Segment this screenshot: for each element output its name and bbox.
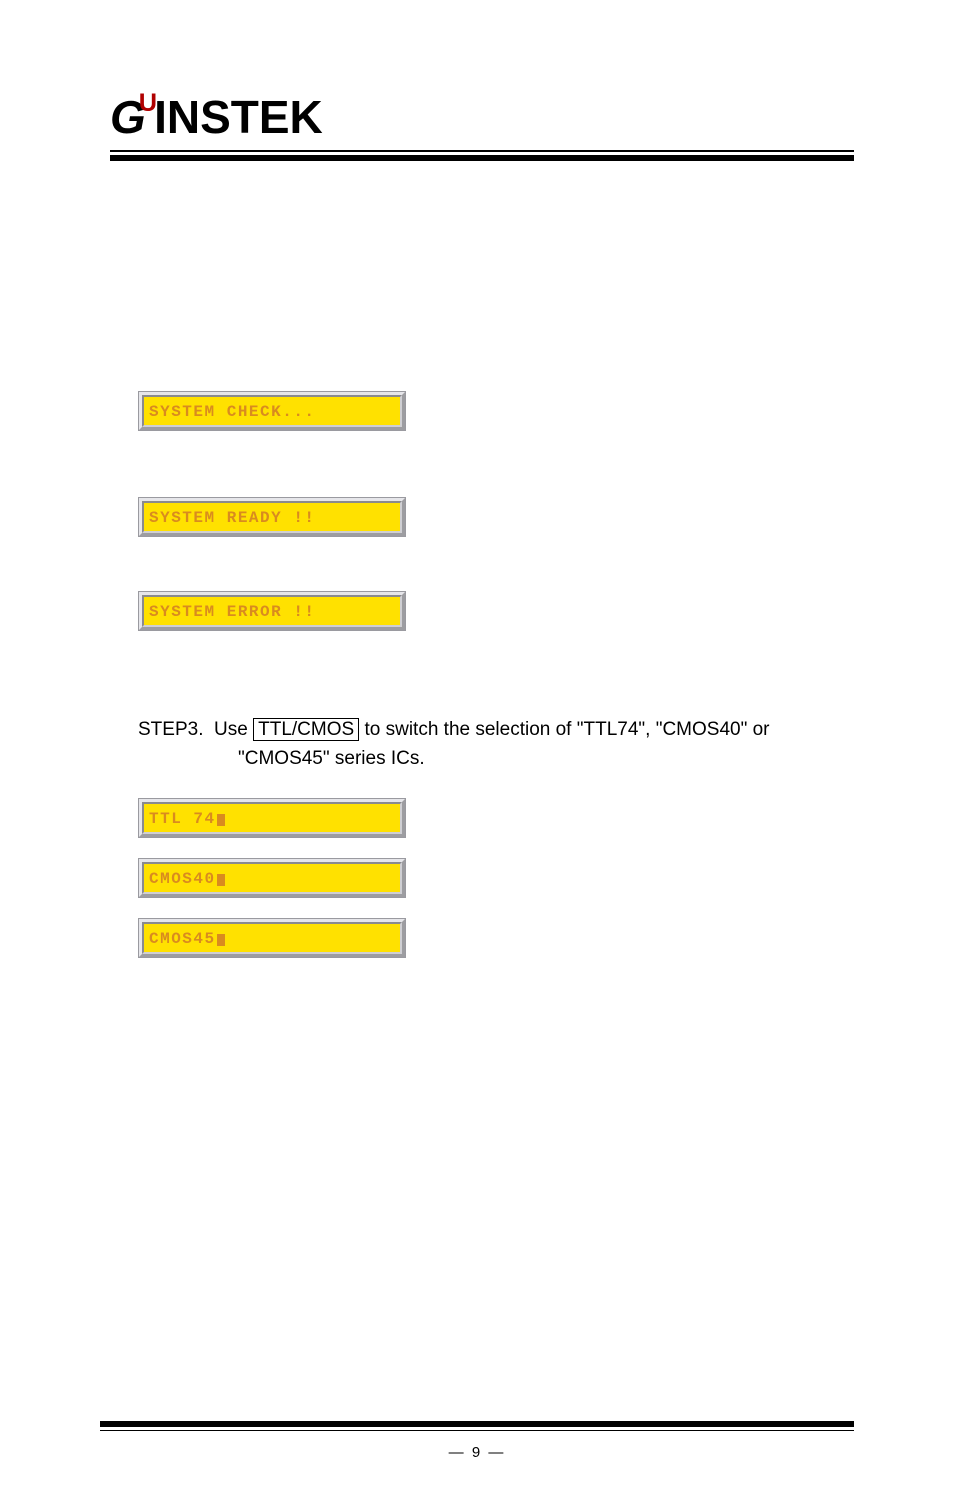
lcd-system-error: SYSTEM ERROR !! xyxy=(138,591,406,631)
lcd-screen: TTL 74 xyxy=(144,804,400,832)
cursor-icon xyxy=(217,934,225,946)
logo-word-instek: INSTEK xyxy=(154,90,323,144)
step-label: STEP3. xyxy=(138,719,203,740)
lcd-screen: CMOS40 xyxy=(144,864,400,892)
lcd-screen: SYSTEM ERROR !! xyxy=(144,597,400,625)
header-divider xyxy=(110,150,854,161)
lcd-screen: SYSTEM READY !! xyxy=(144,503,400,531)
step3-paragraph: STEP3. Use TTL/CMOS to switch the select… xyxy=(138,715,854,774)
footer-divider xyxy=(100,1421,854,1431)
logo-letter-u: U xyxy=(139,89,156,118)
cursor-icon xyxy=(217,814,225,826)
lcd-cmos45: CMOS45 xyxy=(138,918,406,958)
step-after2: "CMOS45" series ICs. xyxy=(138,744,854,773)
cursor-icon xyxy=(217,874,225,886)
boxed-ttl-cmos: TTL/CMOS xyxy=(253,718,359,741)
lcd-system-check: SYSTEM CHECK... xyxy=(138,391,406,431)
lcd-screen: CMOS45 xyxy=(144,924,400,952)
step-after1: to switch the selection of "TTL74", "CMO… xyxy=(364,719,769,740)
step-pre: Use xyxy=(214,719,248,740)
page-number: — 9 — xyxy=(0,1444,954,1461)
brand-logo: GUINSTEK xyxy=(110,90,854,144)
lcd-ttl74: TTL 74 xyxy=(138,798,406,838)
lcd-screen: SYSTEM CHECK... xyxy=(144,397,400,425)
lcd-system-ready: SYSTEM READY !! xyxy=(138,497,406,537)
lcd-cmos40: CMOS40 xyxy=(138,858,406,898)
